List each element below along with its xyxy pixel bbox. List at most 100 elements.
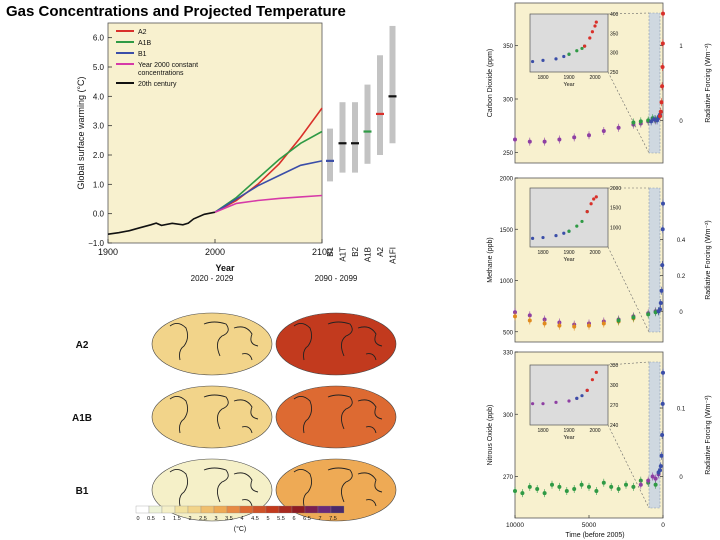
n2o-inset-xtick-label: 1900 <box>563 428 574 434</box>
ch4-point-ice-core-b <box>572 324 577 329</box>
n2o-inset-point-inset-firn <box>575 396 579 400</box>
colorbar-tick-label: 2.5 <box>199 516 207 522</box>
range-bar-B1 <box>327 128 333 182</box>
colorbar-tick-label: 4 <box>240 516 243 522</box>
warming-series-B1 <box>214 160 323 213</box>
ch4-inset-xtick-label: 1800 <box>537 250 548 256</box>
range-bar-A1B <box>364 84 371 164</box>
warming-map-B1-1 <box>275 458 397 522</box>
warming-map-A1B-0 <box>151 385 273 449</box>
ch4-inset-point-inset-recent <box>585 210 589 214</box>
co2-point-recent <box>660 84 665 89</box>
ch4-point-ice-core-c <box>631 315 636 320</box>
ch4-point-ice-core-a <box>542 317 547 322</box>
legend-label-constant: Year 2000 constant <box>138 62 198 69</box>
ch4-point-ice-core-b <box>601 321 606 326</box>
colorbar-swatch <box>291 505 306 514</box>
n2o-inset-xtick-label: 1800 <box>537 428 548 434</box>
co2-inset-point-inset-recent <box>583 44 587 48</box>
co2-inset-xlabel: Year <box>563 82 574 88</box>
map-column-label: 2020 - 2029 <box>191 274 234 283</box>
range-bar-label-B1: B1 <box>326 246 335 256</box>
colorbar-tick-label: 3 <box>214 516 217 522</box>
warming-ytick-label: 3.0 <box>93 122 105 131</box>
colorbar-tick-label: 0.5 <box>147 516 155 522</box>
colorbar-swatch <box>187 505 202 514</box>
map-coastline-B1-0 <box>169 467 259 507</box>
ch4-point-recent <box>659 288 664 293</box>
legend-label-A1B: A1B <box>138 40 152 47</box>
ch4-ylabel-right: Radiative Forcing (Wm⁻²) <box>705 220 712 300</box>
co2-inset-point-inset-ice <box>541 58 545 63</box>
colorbar-tick-label: 7.5 <box>329 516 337 522</box>
co2-inset-point-inset-ice <box>562 54 566 59</box>
colorbar-swatch <box>252 505 267 514</box>
ch4-ytick-label: 1000 <box>500 279 514 285</box>
map-row-label-A2: A2 <box>76 340 89 351</box>
n2o-point-recent <box>660 401 665 406</box>
n2o-point-ice-core-a <box>638 478 643 483</box>
co2-inset-point-inset-recent <box>590 30 595 34</box>
n2o-point-ice-core-a <box>550 482 554 487</box>
ch4-inset-point-inset-recent <box>594 195 598 199</box>
page-title: Gas Concentrations and Projected Tempera… <box>6 3 346 20</box>
warming-xlabel: Year <box>215 263 235 273</box>
ch4-point-recent <box>661 201 665 206</box>
n2o-point-ice-core-a <box>513 489 517 494</box>
co2-point-recent <box>658 114 663 119</box>
colorbar-swatch <box>213 505 228 514</box>
range-bar-label-A1T: A1T <box>339 247 348 262</box>
co2-point-ice-core-b <box>631 120 636 125</box>
co2-point-ice-core-a <box>587 133 591 138</box>
n2o-inset <box>529 364 609 426</box>
co2-inset-xtick-label: 2000 <box>589 75 600 81</box>
ch4-inset-point-inset-ice <box>554 233 558 238</box>
colorbar-tick-label: 5.5 <box>277 516 285 522</box>
ch4-inset-point-inset-recent <box>592 197 596 201</box>
legend-label-B1: B1 <box>138 51 147 58</box>
ch4-inset-point-inset-ice <box>541 235 545 240</box>
n2o-point-ice-core-b <box>638 482 643 487</box>
co2-inset-xtick-label: 1900 <box>563 75 574 81</box>
ch4-rf-tick-label: 0 <box>679 310 683 316</box>
n2o-ylabel: Nitrous Oxide (ppb) <box>487 405 494 466</box>
n2o-point-ice-core-b <box>646 478 651 483</box>
n2o-zoom-guide <box>607 361 650 366</box>
co2-point-recent <box>659 100 664 105</box>
colorbar-tick-label: 1.5 <box>173 516 181 522</box>
ch4-point-recent <box>658 307 663 312</box>
co2-inset-point-inset-recent <box>594 20 598 24</box>
co2-point-recent <box>661 11 665 16</box>
co2-inset <box>529 13 609 73</box>
ch4-recent-highlight <box>648 187 661 333</box>
ch4-inset-ytick-label: 1500 <box>610 206 621 212</box>
ch4-point-ice-core-c <box>646 312 651 317</box>
co2-rf-tick-label: 0 <box>679 119 683 125</box>
co2-ytick-label: 300 <box>503 98 514 104</box>
co2-point-recent <box>660 41 665 46</box>
co2-inset-point-inset-firn <box>575 49 579 53</box>
co2-inset-point-inset-firn <box>580 46 584 51</box>
n2o-point-ice-core-b <box>650 474 655 479</box>
warming-ytick-label: −1.0 <box>88 239 104 248</box>
co2-point-ice-core-a <box>601 129 606 133</box>
ch4-inset-point-inset-firn <box>580 219 584 224</box>
co2-inset-xtick-label: 1800 <box>537 75 548 81</box>
co2-inset-ytick-label: 250 <box>610 70 619 76</box>
ch4-ytick-label: 500 <box>503 330 514 336</box>
ch4-inset-point-inset-ice <box>562 231 566 235</box>
n2o-point-ice-core-a <box>527 484 532 489</box>
map-coastline-A1B-1 <box>293 394 383 434</box>
warming-ytick-label: 1.0 <box>93 180 105 189</box>
n2o-point-ice-core-a <box>535 486 540 491</box>
n2o-point-ice-core-b <box>653 476 658 481</box>
co2-ytick-label: 250 <box>503 151 514 157</box>
n2o-inset-ytick-label: 240 <box>610 423 619 429</box>
range-bar-B2 <box>352 102 358 173</box>
ch4-inset-point-inset-firn <box>575 224 579 228</box>
legend-label-A2: A2 <box>138 29 147 36</box>
n2o-point-ice-core-a <box>572 486 577 491</box>
ch4-point-ice-core-b <box>527 318 532 323</box>
colorbar-swatch <box>174 505 189 514</box>
